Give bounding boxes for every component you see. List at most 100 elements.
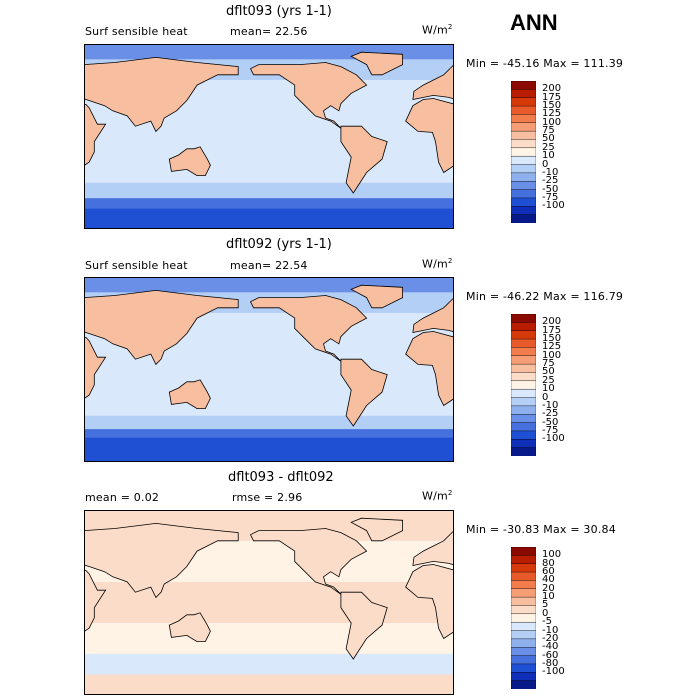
colorbar-tick-label: 10 bbox=[542, 383, 555, 395]
colorbar-tick-label: 25 bbox=[542, 374, 555, 386]
colorbar-swatch bbox=[511, 122, 536, 132]
colorbar-swatch bbox=[511, 214, 536, 223]
colorbar-tick-label: -10 bbox=[542, 399, 559, 411]
colorbar-tick-label: -80 bbox=[542, 657, 559, 669]
map-band bbox=[84, 437, 454, 462]
colorbar-swatch bbox=[511, 330, 536, 340]
colorbar-tick-label: 50 bbox=[542, 366, 555, 378]
panel-2-colorbar bbox=[511, 314, 536, 456]
colorbar-swatch bbox=[511, 338, 536, 348]
colorbar-swatch bbox=[511, 414, 536, 424]
colorbar-swatch bbox=[511, 613, 536, 623]
colorbar-swatch bbox=[511, 355, 536, 365]
colorbar-tick-label: 75 bbox=[542, 358, 555, 370]
continent-outline bbox=[84, 103, 107, 167]
colorbar-tick-label: 150 bbox=[542, 333, 562, 345]
colorbar-swatch bbox=[511, 130, 536, 140]
colorbar-swatch bbox=[511, 105, 536, 115]
colorbar-tick-label: 20 bbox=[542, 582, 555, 594]
colorbar-tick-label: -100 bbox=[542, 200, 565, 212]
colorbar-tick-label: 100 bbox=[542, 349, 562, 361]
panel-3-mean-label: mean = 0.02 bbox=[85, 491, 160, 504]
colorbar-tick-label: 5 bbox=[542, 599, 549, 611]
colorbar-swatch bbox=[511, 638, 536, 648]
continent-outline bbox=[340, 591, 388, 660]
colorbar-swatch bbox=[511, 139, 536, 149]
colorbar-swatch bbox=[511, 605, 536, 615]
continent-outline bbox=[168, 379, 211, 410]
panel-2-minmax: Min = -46.22 Max = 116.79 bbox=[466, 290, 624, 303]
colorbar-swatch bbox=[511, 663, 536, 673]
colorbar-swatch bbox=[511, 422, 536, 432]
colorbar-swatch bbox=[511, 405, 536, 415]
colorbar-tick-label: 175 bbox=[542, 91, 562, 103]
colorbar-tick-label: 200 bbox=[542, 316, 562, 328]
map-band bbox=[84, 623, 454, 654]
colorbar-tick-label: 0 bbox=[542, 158, 549, 170]
colorbar-tick-label: -10 bbox=[542, 624, 559, 636]
colorbar-tick-label: -100 bbox=[542, 666, 565, 678]
continent-outline bbox=[350, 51, 404, 76]
colorbar-tick-label: 125 bbox=[542, 108, 562, 120]
colorbar-swatch bbox=[511, 555, 536, 565]
continent-outline bbox=[168, 146, 211, 177]
map-band bbox=[84, 429, 454, 438]
colorbar-tick-label: -60 bbox=[542, 649, 559, 661]
colorbar-tick-label: 10 bbox=[542, 591, 555, 603]
colorbar-tick-label: 25 bbox=[542, 141, 555, 153]
colorbar-swatch bbox=[511, 380, 536, 390]
map-band bbox=[84, 182, 454, 199]
colorbar-swatch bbox=[511, 347, 536, 357]
colorbar-swatch bbox=[511, 372, 536, 382]
colorbar-swatch bbox=[511, 672, 536, 682]
map-frame bbox=[84, 510, 454, 695]
colorbar-tick-label: -75 bbox=[542, 191, 559, 203]
colorbar-swatch bbox=[511, 680, 536, 689]
colorbar-swatch bbox=[511, 164, 536, 174]
colorbar-tick-label: 60 bbox=[542, 566, 555, 578]
panel-2-variable-label: Surf sensible heat bbox=[85, 259, 188, 272]
colorbar-tick-label: -5 bbox=[542, 616, 552, 628]
colorbar-swatch bbox=[511, 172, 536, 182]
continent-outline bbox=[84, 56, 239, 133]
continent-outline bbox=[405, 98, 454, 174]
map-band bbox=[84, 415, 454, 430]
continent-outline bbox=[412, 530, 454, 567]
colorbar-swatch bbox=[511, 580, 536, 590]
continent-outline bbox=[412, 64, 454, 101]
map-band bbox=[84, 653, 454, 675]
panel-1-units: W/m2 bbox=[422, 23, 453, 37]
continent-outline bbox=[340, 358, 388, 427]
panel-3-rmse-label: rmse = 2.96 bbox=[232, 491, 303, 504]
colorbar-swatch bbox=[511, 97, 536, 107]
colorbar-tick-label: 150 bbox=[542, 100, 562, 112]
colorbar-swatch bbox=[511, 655, 536, 665]
map-band bbox=[84, 208, 454, 229]
colorbar-swatch bbox=[511, 621, 536, 632]
map-band bbox=[84, 198, 454, 209]
panel-1-minmax: Min = -45.16 Max = 111.39 bbox=[466, 57, 624, 70]
continent-outline bbox=[350, 517, 404, 542]
colorbar-swatch bbox=[511, 447, 536, 456]
continent-outline bbox=[249, 528, 368, 595]
continent-outline bbox=[168, 612, 211, 643]
colorbar-swatch bbox=[511, 155, 536, 166]
panel-1-map bbox=[84, 44, 454, 229]
panel-3-minmax: Min = -30.83 Max = 30.84 bbox=[466, 523, 616, 536]
colorbar-tick-label: -40 bbox=[542, 641, 559, 653]
colorbar-tick-label: 0 bbox=[542, 391, 549, 403]
colorbar-swatch bbox=[511, 596, 536, 606]
colorbar-swatch bbox=[511, 439, 536, 449]
colorbar-tick-label: 125 bbox=[542, 341, 562, 353]
colorbar-tick-label: -100 bbox=[542, 433, 565, 445]
map-frame bbox=[84, 44, 454, 229]
colorbar-swatch bbox=[511, 181, 536, 191]
colorbar-swatch bbox=[511, 571, 536, 581]
colorbar-swatch bbox=[511, 114, 536, 124]
continent-outline bbox=[350, 284, 404, 309]
panel-2-title: dflt092 (yrs 1-1) bbox=[226, 237, 332, 252]
colorbar-swatch bbox=[511, 147, 536, 157]
colorbar-tick-label: 50 bbox=[542, 133, 555, 145]
colorbar-tick-label: -25 bbox=[542, 408, 559, 420]
colorbar-tick-label: 100 bbox=[542, 116, 562, 128]
